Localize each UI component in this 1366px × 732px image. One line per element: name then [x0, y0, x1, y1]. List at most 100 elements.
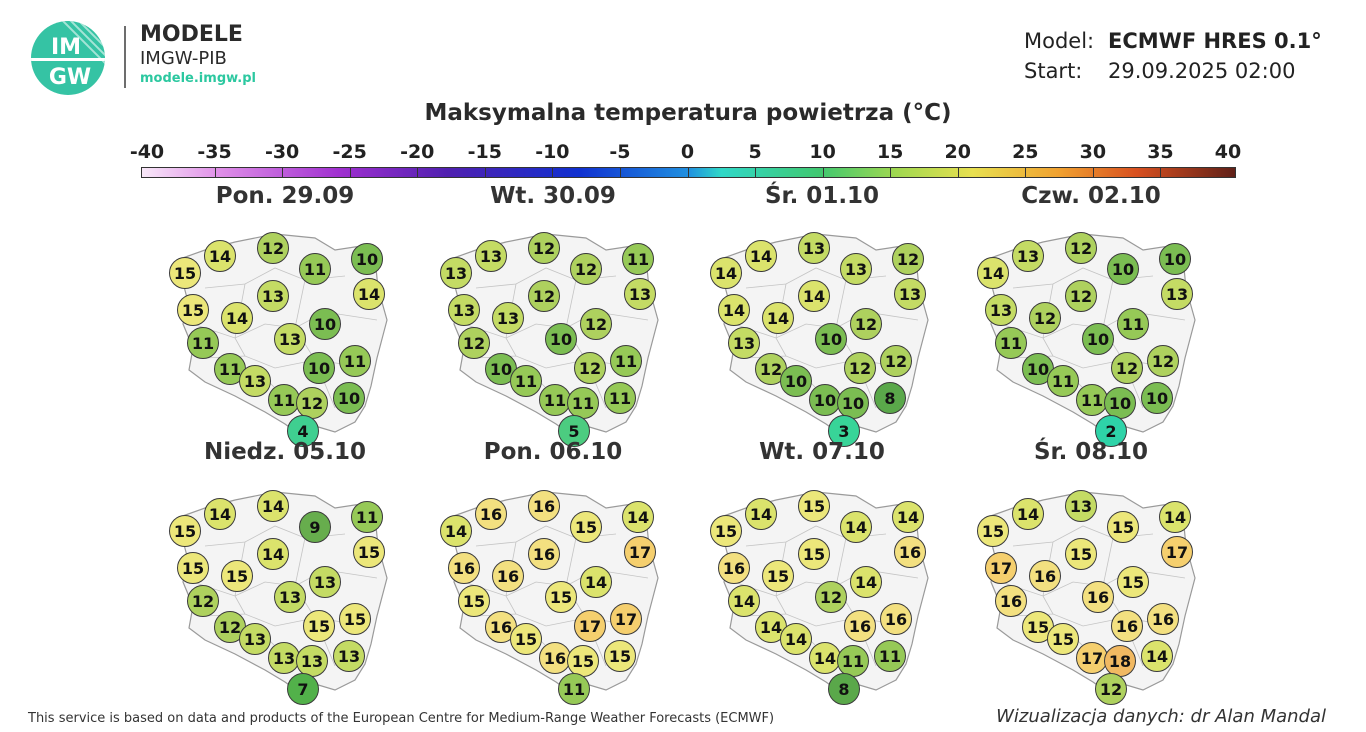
temperature-marker: 15	[570, 511, 602, 543]
temperature-marker: 18	[1104, 645, 1136, 677]
temperature-marker: 15	[977, 515, 1009, 547]
temperature-marker: 12	[815, 581, 847, 613]
temperature-marker: 13	[492, 302, 524, 334]
temperature-marker: 13	[257, 280, 289, 312]
temperature-marker: 10	[303, 352, 335, 384]
scale-label: 15	[876, 141, 904, 163]
temperature-colorbar	[141, 167, 1236, 178]
day-label: Niedz. 05.10	[203, 439, 367, 465]
model-label: Model:	[1024, 29, 1095, 53]
temperature-marker: 16	[1147, 603, 1179, 635]
temperature-marker: 13	[309, 566, 341, 598]
temperature-marker: 14	[257, 538, 289, 570]
temperature-marker: 13	[1012, 240, 1044, 272]
scale-tick	[890, 168, 892, 177]
day-label: Śr. 01.10	[764, 183, 880, 209]
temperature-marker: 15	[1065, 538, 1097, 570]
scale-label: -35	[197, 141, 232, 163]
temperature-marker: 15	[177, 552, 209, 584]
scale-tick	[484, 168, 486, 177]
day-label: Czw. 02.10	[1021, 183, 1161, 209]
temperature-marker: 15	[1117, 566, 1149, 598]
temperature-marker: 11	[622, 243, 654, 275]
temperature-marker: 16	[1111, 610, 1143, 642]
temperature-marker: 13	[268, 642, 300, 674]
temperature-marker: 11	[339, 345, 371, 377]
temperature-marker: 12	[1111, 352, 1143, 384]
temperature-marker: 14	[204, 240, 236, 272]
ecmwf-attribution: This service is based on data and produc…	[28, 711, 775, 726]
temperature-marker: 10	[1159, 243, 1191, 275]
scale-label: -20	[400, 141, 435, 163]
temperature-marker: 14	[840, 511, 872, 543]
forecast-map: 15 14 13 15 14 17 16 15 15 17 16 15 16 16 16 15 17 18 14 12	[973, 486, 1203, 706]
temperature-marker: 3	[828, 415, 860, 447]
temperature-marker: 13	[1161, 278, 1193, 310]
model-value: ECMWF HRES 0.1°	[1108, 29, 1322, 53]
temperature-marker: 15	[762, 560, 794, 592]
temperature-marker: 13	[448, 294, 480, 326]
temperature-marker: 10	[837, 387, 869, 419]
temperature-marker: 16	[995, 585, 1027, 617]
temperature-marker: 13	[985, 294, 1017, 326]
temperature-marker: 14	[718, 294, 750, 326]
temperature-marker: 8	[874, 382, 906, 414]
temperature-marker: 12	[570, 253, 602, 285]
temperature-marker: 15	[798, 538, 830, 570]
temperature-marker: 14	[977, 257, 1009, 289]
scale-tick	[417, 168, 419, 177]
visualization-credit: Wizualizacja danych: dr Alan Mandal	[996, 706, 1326, 727]
temperature-marker: 11	[558, 673, 590, 705]
temperature-marker: 13	[274, 581, 306, 613]
temperature-marker: 17	[624, 536, 656, 568]
scale-label: 40	[1214, 141, 1242, 163]
temperature-marker: 15	[604, 640, 636, 672]
temperature-marker: 2	[1095, 415, 1127, 447]
temperature-marker: 15	[798, 490, 830, 522]
brand-line2: IMGW-PIB	[140, 48, 227, 69]
temperature-marker: 15	[567, 645, 599, 677]
temperature-marker: 14	[892, 501, 924, 533]
temperature-marker: 17	[610, 603, 642, 635]
logo-text-bottom: GW	[49, 65, 91, 90]
temperature-marker: 14	[728, 585, 760, 617]
temperature-marker: 5	[558, 415, 590, 447]
temperature-marker: 16	[894, 536, 926, 568]
temperature-marker: 15	[458, 585, 490, 617]
temperature-marker: 16	[880, 603, 912, 635]
temperature-marker: 12	[257, 232, 289, 264]
temperature-marker: 13	[1065, 490, 1097, 522]
temperature-marker: 15	[510, 623, 542, 655]
temperature-marker: 15	[221, 560, 253, 592]
temperature-marker: 14	[710, 257, 742, 289]
temperature-marker: 17	[1076, 642, 1108, 674]
scale-tick	[1025, 168, 1027, 177]
brand-url[interactable]: modele.imgw.pl	[140, 71, 256, 86]
temperature-marker: 12	[1147, 345, 1179, 377]
temperature-marker: 15	[169, 257, 201, 289]
scale-tick	[214, 168, 216, 177]
temperature-marker: 10	[545, 323, 577, 355]
temperature-marker: 14	[440, 515, 472, 547]
scale-tick	[282, 168, 284, 177]
temperature-marker: 12	[574, 352, 606, 384]
temperature-marker: 11	[1047, 365, 1079, 397]
temperature-marker: 17	[574, 610, 606, 642]
temperature-marker: 15	[177, 294, 209, 326]
temperature-marker: 9	[299, 511, 331, 543]
temperature-marker: 11	[187, 327, 219, 359]
temperature-marker: 15	[303, 610, 335, 642]
scale-label: 10	[809, 141, 836, 163]
scale-label: -10	[535, 141, 570, 163]
temperature-marker: 15	[710, 515, 742, 547]
temperature-marker: 11	[837, 645, 869, 677]
brand: MODELE IMGW-PIB modele.imgw.pl	[140, 22, 256, 88]
scale-tick	[349, 168, 351, 177]
logo-divider	[124, 26, 126, 88]
temperature-marker: 13	[894, 278, 926, 310]
temperature-marker: 14	[353, 278, 385, 310]
temperature-marker: 11	[1117, 308, 1149, 340]
scale-label: 35	[1147, 141, 1174, 163]
temperature-marker: 10	[1107, 253, 1139, 285]
temperature-marker: 12	[187, 585, 219, 617]
